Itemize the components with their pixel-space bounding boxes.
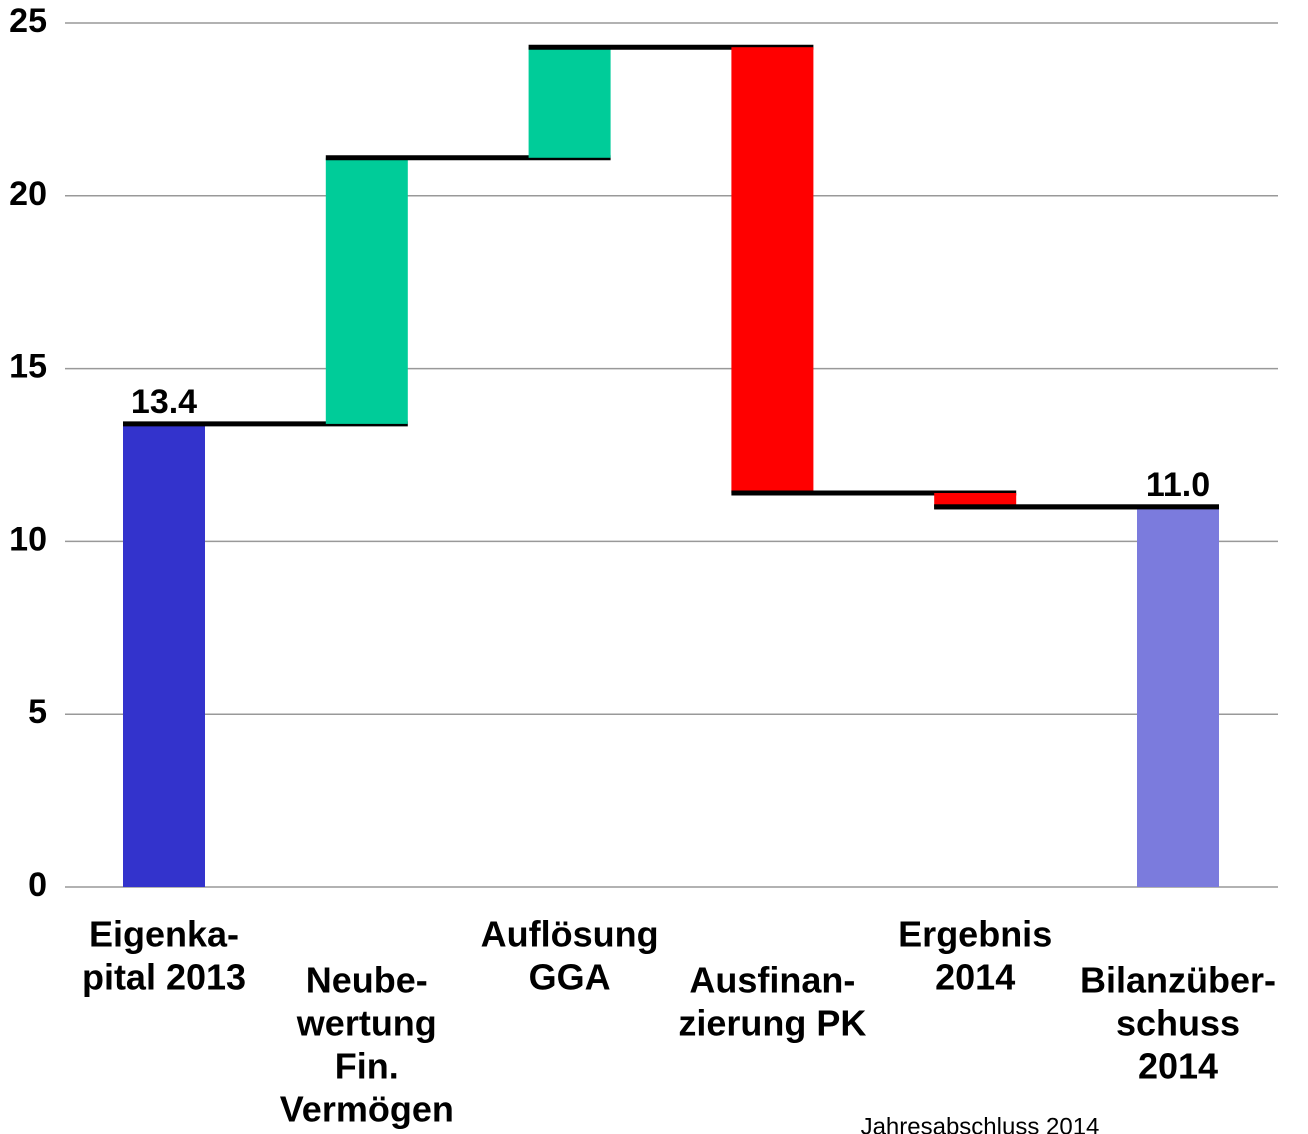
x-tick-label: GGA — [529, 957, 611, 998]
footnote: Jahresabschluss 2014 — [861, 1113, 1100, 1134]
y-tick-label: 10 — [9, 520, 47, 558]
value-label: 13.4 — [131, 383, 197, 421]
y-tick-label: 0 — [28, 866, 47, 904]
bar — [934, 493, 1017, 507]
bar — [123, 423, 205, 887]
y-tick-label: 20 — [9, 175, 47, 213]
bar — [528, 47, 611, 158]
x-tick-label: Ergebnis — [898, 914, 1052, 955]
value-label: 11.0 — [1146, 466, 1210, 504]
x-tick-label: pital 2013 — [82, 957, 246, 998]
x-tick-label: Fin. — [335, 1046, 399, 1087]
x-tick-label: 2014 — [935, 957, 1015, 998]
y-tick-label: 5 — [28, 693, 47, 731]
y-tick-label: 15 — [9, 348, 47, 386]
bar — [325, 157, 408, 424]
x-tick-label: 2014 — [1138, 1046, 1218, 1087]
x-tick-label: Auflösung — [481, 914, 659, 955]
x-tick-label: wertung — [296, 1003, 437, 1044]
x-tick-label: schuss — [1116, 1003, 1240, 1044]
y-tick-label: 25 — [9, 2, 47, 40]
x-tick-label: Eigenka- — [89, 914, 239, 955]
x-tick-label: Neube- — [306, 960, 428, 1001]
bar — [1137, 506, 1219, 887]
bar — [731, 47, 814, 494]
x-tick-label: zierung PK — [678, 1003, 866, 1044]
x-tick-label: Bilanzüber- — [1080, 960, 1276, 1001]
x-tick-label: Ausfinan- — [689, 960, 855, 1001]
x-tick-label: Vermögen — [280, 1089, 454, 1130]
